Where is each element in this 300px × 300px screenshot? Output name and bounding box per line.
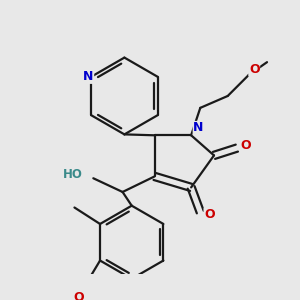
Text: O: O — [241, 139, 251, 152]
Text: O: O — [249, 63, 260, 76]
Text: HO: HO — [62, 168, 82, 181]
Text: O: O — [204, 208, 215, 221]
Text: N: N — [193, 122, 204, 134]
Text: N: N — [83, 70, 94, 83]
Text: O: O — [74, 291, 84, 300]
